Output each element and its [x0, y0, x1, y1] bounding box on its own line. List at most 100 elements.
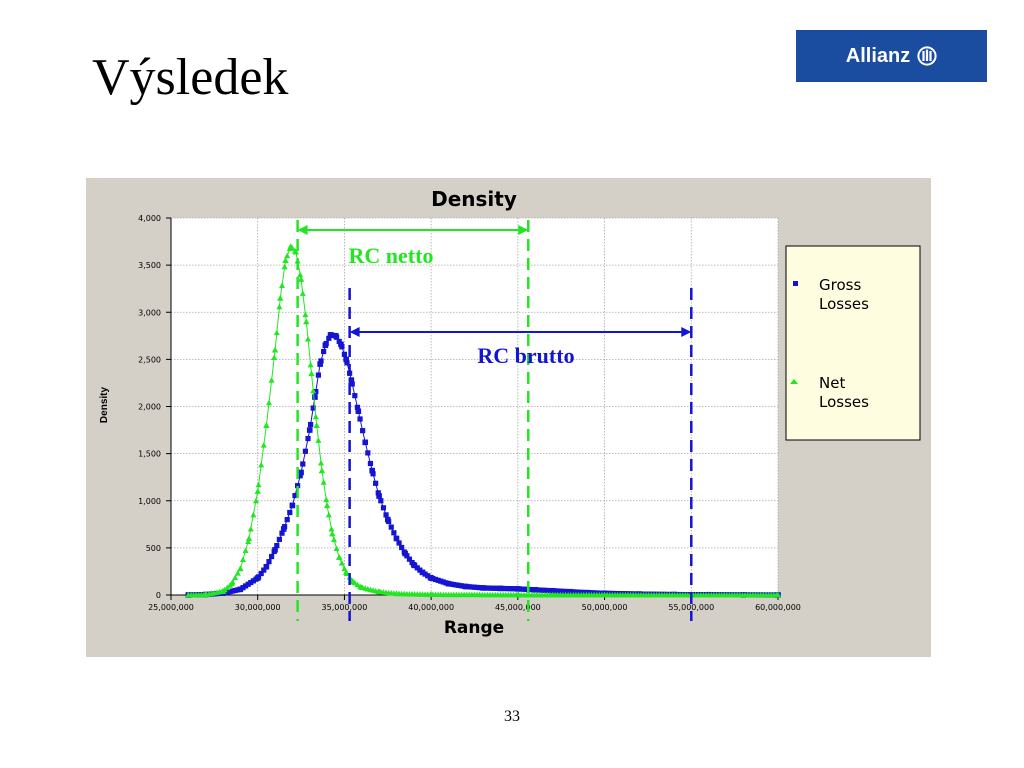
- gross-marker: [456, 582, 462, 588]
- gross-marker: [406, 556, 413, 562]
- gross-marker: [544, 587, 550, 594]
- gross-marker: [396, 540, 402, 546]
- gross-marker: [373, 480, 379, 486]
- gross-marker: [458, 583, 465, 589]
- gross-marker: [536, 587, 543, 593]
- x-tick-label: 40,000,000: [408, 603, 454, 612]
- net-point: [297, 276, 305, 282]
- gross-marker: [542, 587, 548, 593]
- gross-marker: [292, 492, 298, 499]
- net-marker: [328, 526, 335, 532]
- gross-point: [532, 587, 538, 593]
- net-point: [308, 370, 315, 377]
- gross-marker: [414, 565, 420, 571]
- net-marker: [331, 536, 338, 543]
- y-tick-label: 0: [156, 591, 161, 600]
- gross-point: [584, 589, 591, 596]
- gross-marker: [279, 530, 285, 536]
- net-point: [292, 248, 300, 255]
- gross-marker: [367, 460, 374, 467]
- gross-marker: [266, 559, 272, 565]
- y-tick-label: 3,000: [138, 308, 161, 317]
- x-tick-label: 35,000,000: [322, 603, 368, 612]
- gross-marker: [438, 578, 444, 584]
- net-point: [349, 578, 357, 585]
- gross-marker: [357, 416, 363, 422]
- gross-marker: [490, 585, 496, 591]
- annotation-label: RC brutto: [477, 343, 574, 368]
- gross-marker: [503, 585, 509, 592]
- gross-marker: [492, 585, 498, 591]
- gross-point: [280, 526, 287, 532]
- gross-marker: [274, 543, 280, 549]
- gross-point: [515, 586, 521, 592]
- gross-marker: [352, 393, 358, 399]
- gross-marker: [258, 570, 264, 577]
- net-marker: [250, 511, 257, 518]
- gross-point: [317, 361, 323, 367]
- gross-marker: [375, 490, 381, 496]
- net-point: [282, 257, 289, 264]
- y-tick-label: 4,000: [138, 214, 161, 223]
- net-marker: [273, 329, 280, 336]
- gross-point: [343, 356, 349, 363]
- density-chart: 0 500 1,000 1,500 2,000 2,500 3,000 3,500 4,000 2…: [86, 178, 931, 657]
- gross-marker: [354, 404, 361, 410]
- gross-marker: [349, 381, 355, 387]
- x-tick-label: 30,000,000: [235, 603, 281, 612]
- gross-marker: [487, 585, 493, 591]
- y-tick-label: 1,500: [138, 450, 161, 459]
- net-marker: [320, 479, 327, 485]
- gross-marker: [477, 585, 483, 591]
- net-marker: [258, 461, 265, 468]
- gross-point: [272, 546, 278, 553]
- net-marker: [232, 574, 239, 581]
- gross-marker: [287, 509, 293, 516]
- net-point: [329, 530, 336, 537]
- gross-marker: [229, 588, 236, 594]
- gross-marker: [344, 360, 350, 366]
- net-point: [514, 591, 522, 598]
- net-point: [774, 591, 782, 598]
- net-marker: [260, 442, 267, 448]
- gross-marker: [518, 586, 524, 592]
- chart-title: Density: [431, 187, 517, 211]
- net-marker: [310, 387, 317, 394]
- y-axis-label: Density: [99, 387, 110, 424]
- gross-point: [393, 535, 400, 542]
- net-marker: [302, 311, 309, 318]
- page-number: 33: [504, 708, 520, 725]
- x-tick-label: 50,000,000: [582, 603, 628, 612]
- gross-point: [549, 587, 556, 594]
- net-marker: [245, 538, 252, 544]
- gross-point: [402, 550, 408, 557]
- gross-point: [480, 585, 486, 591]
- gross-marker: [310, 405, 316, 411]
- gross-marker: [308, 421, 314, 428]
- gross-marker: [523, 586, 530, 592]
- gross-marker: [555, 588, 561, 594]
- gross-marker: [232, 587, 238, 594]
- gross-marker: [453, 582, 459, 588]
- gross-marker: [248, 579, 254, 586]
- gross-marker: [505, 586, 511, 592]
- net-marker: [312, 413, 319, 420]
- x-tick-label: 55,000,000: [668, 603, 714, 612]
- net-point: [601, 591, 608, 598]
- net-point: [323, 502, 331, 509]
- gross-marker: [451, 581, 457, 588]
- gross-marker: [315, 372, 322, 378]
- gross-point: [497, 585, 504, 592]
- gross-point: [445, 580, 452, 587]
- annotation-label: RC netto: [349, 243, 434, 268]
- x-tick-label: 25,000,000: [148, 603, 194, 612]
- annotation-arrowhead-left: [349, 327, 360, 337]
- gross-marker: [250, 578, 256, 584]
- net-marker: [271, 354, 278, 360]
- net-marker: [297, 271, 304, 278]
- net-marker: [325, 511, 332, 518]
- annotation-arrowhead-right: [681, 327, 692, 337]
- net-marker: [318, 460, 325, 466]
- gross-point: [322, 342, 329, 349]
- net-marker: [242, 547, 249, 554]
